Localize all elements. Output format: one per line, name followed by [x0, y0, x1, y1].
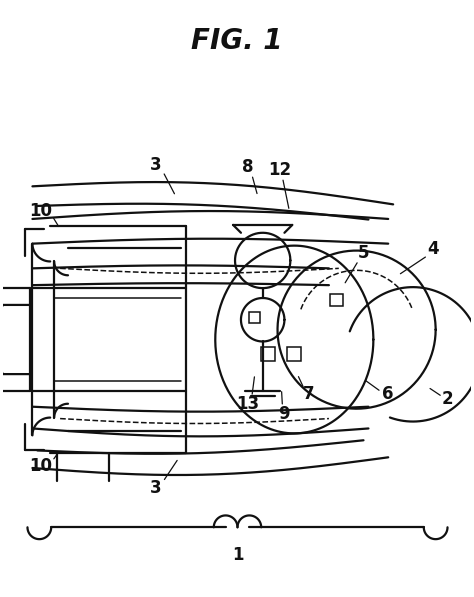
- Text: 5: 5: [358, 244, 369, 261]
- Text: 10: 10: [29, 457, 52, 475]
- Text: 3: 3: [150, 156, 162, 174]
- Bar: [261, 347, 274, 361]
- Text: 3: 3: [150, 479, 162, 497]
- Text: 8: 8: [242, 158, 254, 176]
- Text: 1: 1: [232, 546, 243, 564]
- Bar: [287, 347, 301, 361]
- Text: 12: 12: [268, 161, 291, 179]
- Text: 2: 2: [442, 390, 453, 408]
- Text: 4: 4: [427, 239, 438, 257]
- Text: 7: 7: [303, 385, 315, 403]
- Bar: [249, 312, 260, 323]
- Bar: [330, 294, 343, 306]
- Text: FIG. 1: FIG. 1: [191, 27, 283, 55]
- Text: 9: 9: [279, 405, 290, 423]
- Text: 10: 10: [29, 202, 52, 220]
- Text: 6: 6: [383, 385, 394, 403]
- Text: 13: 13: [237, 395, 259, 413]
